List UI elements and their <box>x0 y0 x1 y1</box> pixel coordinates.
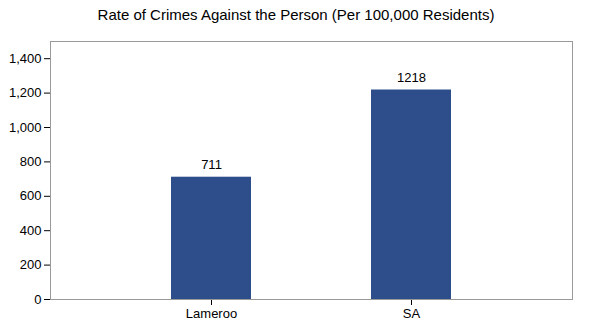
svg-text:200: 200 <box>20 257 42 272</box>
svg-text:1,200: 1,200 <box>9 85 42 100</box>
svg-text:600: 600 <box>20 188 42 203</box>
html-text:Rate of Crimes Against the Per: Rate of Crimes Against the Person (Per 1… <box>97 6 495 23</box>
svg-text:0: 0 <box>34 292 41 307</box>
svg-text:800: 800 <box>20 154 42 169</box>
svg-text:1,000: 1,000 <box>9 120 42 135</box>
svg-text:400: 400 <box>20 223 42 238</box>
svg-text:1218: 1218 <box>397 70 426 85</box>
svg-text:Lameroo: Lameroo <box>186 306 237 321</box>
svg-text:711: 711 <box>201 157 222 172</box>
svg-text:1,400: 1,400 <box>9 51 42 66</box>
svg-text:SA: SA <box>403 306 421 321</box>
